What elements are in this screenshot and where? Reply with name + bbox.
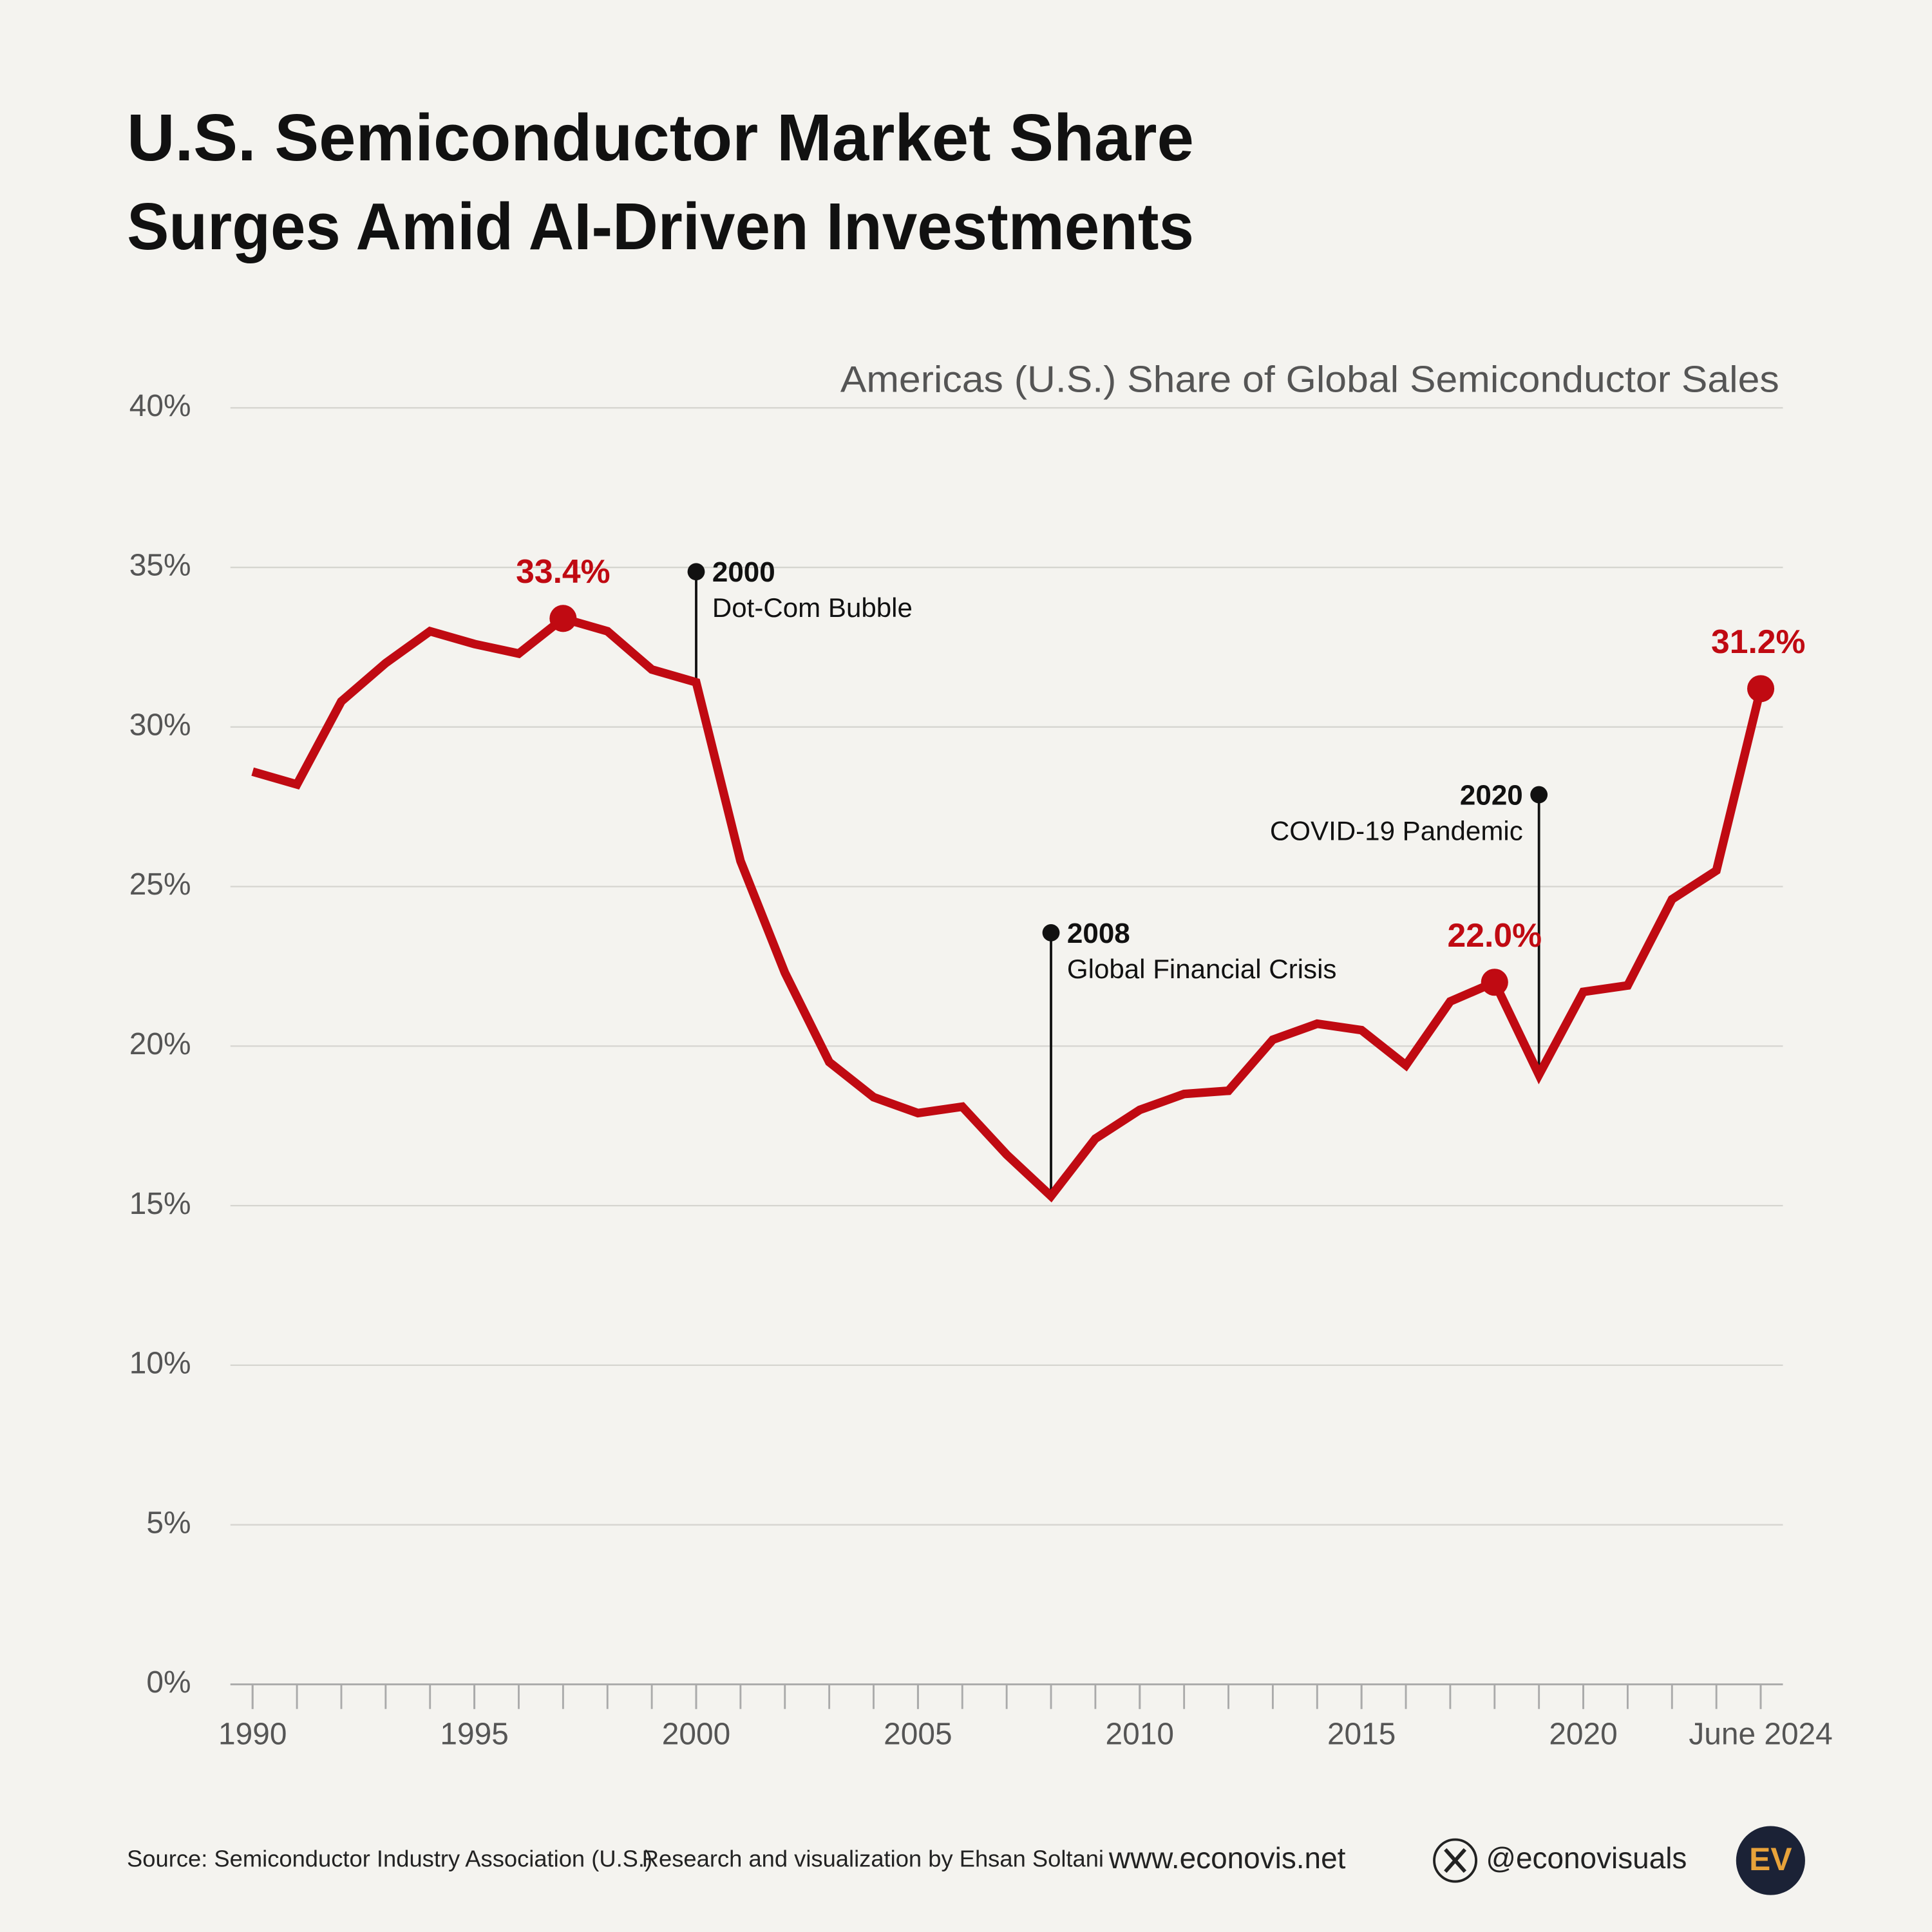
y-tick-label: 0% [146, 1665, 191, 1700]
highlight-point [1747, 675, 1775, 703]
annotation-year: 2008 [1067, 918, 1130, 949]
x-tick-label: June 2024 [1689, 1717, 1832, 1751]
line [251, 613, 1765, 1203]
y-tick-label: 25% [129, 867, 191, 902]
chart-title: U.S. Semiconductor Market Share [127, 100, 1194, 175]
x-icon-mark [1444, 1848, 1467, 1873]
annotation-dot [1042, 923, 1060, 942]
annotation-label: COVID-19 Pandemic [1270, 815, 1523, 846]
y-tick-label: 40% [129, 389, 191, 423]
y-tick-label: 30% [129, 708, 191, 742]
x-tick-label: 2015 [1327, 1717, 1396, 1751]
footer-credit: Research and visualization by Ehsan Solt… [642, 1846, 1104, 1872]
annotation-year: 2020 [1460, 780, 1523, 811]
chart-title: Surges Amid AI-Driven Investments [127, 189, 1194, 263]
x-tick-label: 2010 [1106, 1717, 1174, 1751]
logo: EV [1749, 1841, 1792, 1877]
data-label: 22.0% [1448, 916, 1542, 954]
annotation-label: Dot-Com Bubble [712, 592, 913, 623]
x-tick-label: 2005 [884, 1717, 952, 1751]
x-tick-label: 1995 [440, 1717, 508, 1751]
y-tick-label: 35% [129, 549, 191, 583]
x-tick-label: 2020 [1549, 1717, 1617, 1751]
chart-subtitle: Americas (U.S.) Share of Global Semicond… [840, 359, 1779, 400]
highlight-point [1481, 969, 1508, 996]
data-label: 33.4% [516, 553, 610, 590]
highlight-point [549, 605, 577, 632]
x-tick-label: 1990 [218, 1717, 287, 1751]
annotation-dot [1530, 786, 1548, 804]
footer-source: Source: Semiconductor Industry Associati… [127, 1846, 652, 1872]
data-label: 31.2% [1711, 623, 1805, 660]
y-tick-label: 5% [146, 1506, 191, 1540]
y-tick-label: 20% [129, 1027, 191, 1061]
footer-website: www.econovis.net [1108, 1841, 1346, 1875]
logo-circle [1736, 1826, 1805, 1895]
annotation-year: 2000 [712, 556, 775, 588]
y-tick-label: 10% [129, 1347, 191, 1381]
annotation-dot [687, 563, 705, 581]
annotation-label: Global Financial Crisis [1067, 954, 1337, 984]
y-tick-label: 15% [129, 1187, 191, 1221]
footer-handle: @econovisuals [1486, 1841, 1687, 1875]
x-tick-label: 2000 [662, 1717, 730, 1751]
x-icon [1433, 1838, 1478, 1883]
